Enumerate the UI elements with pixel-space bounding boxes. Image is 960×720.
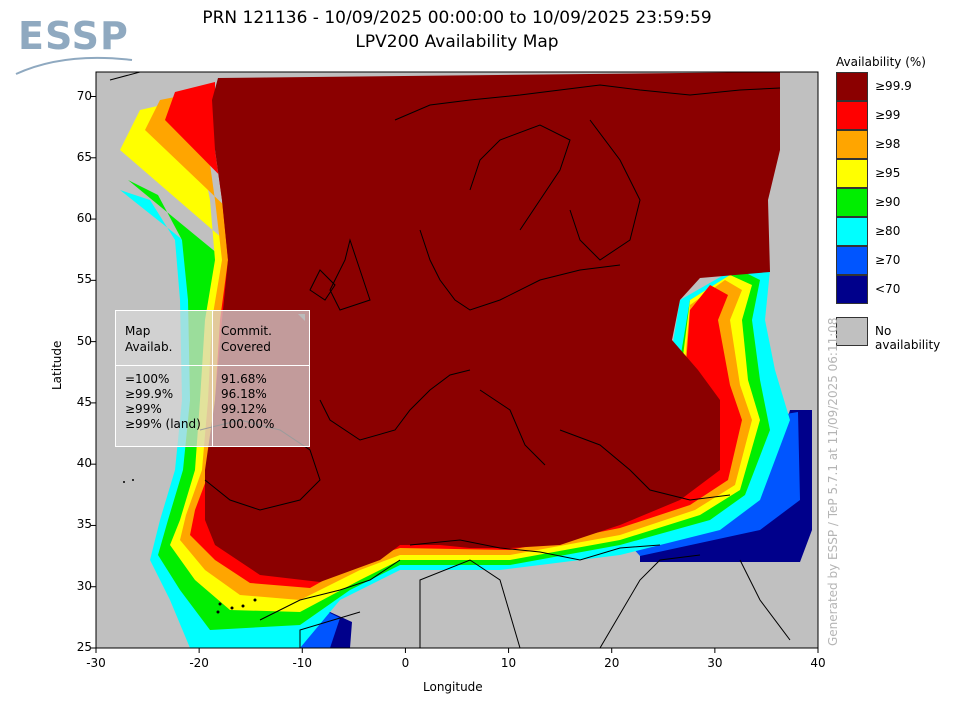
x-tick-label: 20: [604, 656, 620, 670]
y-tick-label: 40: [76, 456, 92, 471]
legend-swatch: [836, 217, 868, 246]
logo-text: ESSP: [18, 14, 129, 58]
stats-header-covered-line2: Covered: [221, 340, 271, 354]
band-999: [205, 72, 780, 582]
stats-map-values: =100% ≥99.9% ≥99% ≥99% (land): [125, 372, 201, 432]
stats-header-covered: Commit. Covered: [221, 323, 272, 355]
coastlines: [109, 72, 791, 648]
legend-swatch: [836, 72, 868, 101]
stats-covered-value: 99.12%: [221, 402, 267, 416]
stats-covered-value: 100.00%: [221, 417, 275, 431]
legend-label: ≥99.9: [875, 79, 912, 93]
stats-header-map-line1: Map: [125, 324, 151, 338]
stats-covered-value: 91.68%: [221, 372, 267, 386]
stats-map-value: ≥99% (land): [125, 417, 201, 431]
generated-by-credit: Generated by ESSP / TeP 5.7.1 at 11/09/2…: [826, 317, 840, 646]
y-tick-label: 25: [76, 640, 92, 654]
stats-header-map-line2: Availab.: [125, 340, 173, 354]
stats-map-value: ≥99.9%: [125, 387, 174, 401]
stats-map-value: ≥99%: [125, 402, 162, 416]
x-tick-label: -10: [292, 656, 313, 670]
island-dots: [123, 479, 257, 614]
y-tick-label: 65: [76, 149, 92, 164]
legend-swatch: [836, 130, 868, 159]
x-axis-label: Longitude: [423, 680, 483, 694]
essp-logo-swoosh: [15, 56, 133, 75]
x-tick-label: 10: [500, 656, 517, 670]
legend-label: <70: [875, 282, 901, 296]
x-tick-label: 0: [401, 656, 410, 670]
x-tick-label: 30: [707, 656, 723, 670]
essp-logo: [14, 14, 134, 84]
stats-covered-value: 96.18%: [221, 387, 267, 401]
x-tick-label: 40: [810, 656, 826, 670]
legend-swatch: [836, 101, 868, 130]
y-tick-label: 70: [76, 88, 92, 103]
legend-label: ≥99: [875, 108, 901, 122]
legend-label-no-availability: No availability: [875, 324, 941, 352]
stats-divider-vertical: [212, 311, 213, 446]
map-title: PRN 121136 - 10/09/2025 00:00:00 to 10/0…: [202, 8, 712, 28]
legend-swatch-no-availability: [836, 317, 868, 346]
stats-header-covered-line1: Commit.: [221, 324, 272, 338]
x-tick-label: -20: [189, 656, 209, 670]
y-tick-label: 50: [76, 333, 92, 348]
y-tick-label: 45: [76, 394, 92, 409]
legend-title: Availability (%): [836, 55, 926, 69]
plot-frame: [95, 71, 819, 649]
legend-label: ≥70: [875, 253, 901, 267]
stats-map-value: =100%: [125, 372, 170, 386]
legend-swatch: [836, 159, 868, 188]
coverage-stats-box: Map Availab. Commit. Covered =100% ≥99.9…: [115, 310, 310, 447]
y-tick-label: 35: [76, 517, 92, 532]
legend-label: ≥98: [875, 137, 901, 151]
y-tick-label: 60: [76, 211, 92, 226]
legend-label: ≥90: [875, 195, 901, 209]
legend-swatch: [836, 246, 868, 275]
stats-header-map: Map Availab.: [125, 323, 172, 355]
y-tick-label: 55: [76, 272, 92, 287]
map-subtitle: LPV200 Availability Map: [355, 32, 559, 52]
legend-swatch: [836, 275, 868, 304]
tick-marks: [91, 96, 819, 653]
stats-covered-values: 91.68% 96.18% 99.12% 100.00%: [221, 372, 274, 432]
x-tick-label: -30: [86, 656, 106, 670]
legend-label: ≥95: [875, 166, 901, 180]
legend-label: ≥80: [875, 224, 901, 238]
stats-divider-horizontal: [116, 365, 309, 366]
stats-corner-mark: [298, 314, 305, 321]
y-axis-label: Latitude: [50, 340, 64, 390]
y-tick-label: 30: [76, 578, 92, 593]
legend-swatch: [836, 188, 868, 217]
